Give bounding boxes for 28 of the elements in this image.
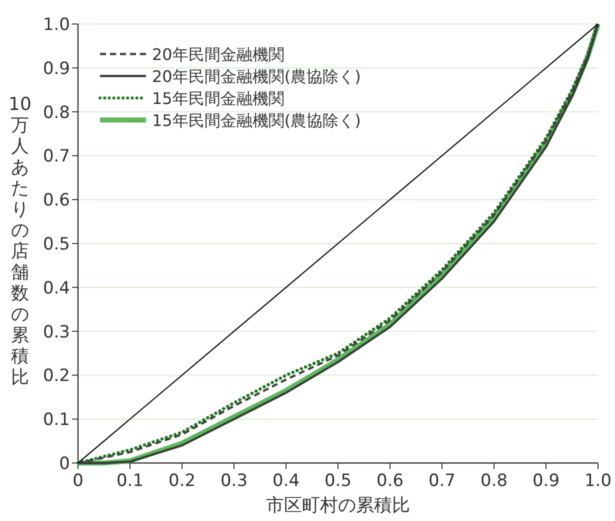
legend-label: 20年民間金融機関 <box>152 45 284 64</box>
y-tick-label: 0.7 <box>42 146 70 167</box>
x-tick-label: 0.9 <box>532 471 560 491</box>
y-tick-label: 1.0 <box>42 15 70 35</box>
legend-label: 15年民間金融機関 <box>152 89 284 108</box>
y-tick-label: 0.1 <box>42 410 70 430</box>
x-tick-label: 0.2 <box>168 471 196 491</box>
y-tick-label: 0.2 <box>42 366 70 386</box>
y-tick-label: 0.3 <box>42 322 70 342</box>
x-tick-label: 0.4 <box>272 471 300 491</box>
y-tick-label: 0.9 <box>42 58 70 79</box>
legend-label: 20年民間金融機関(農協除く) <box>152 67 361 86</box>
x-tick-label: 0.5 <box>324 471 352 491</box>
y-tick-label: 0 <box>59 454 70 474</box>
x-tick-label: 0.8 <box>480 471 508 491</box>
y-tick-label: 0.5 <box>42 234 70 254</box>
y-tick-label: 0.8 <box>42 102 70 123</box>
y-tick-label: 0.4 <box>42 278 70 298</box>
x-tick-label: 1.0 <box>584 471 612 491</box>
x-axis-title: 市区町村の累積比 <box>266 495 410 516</box>
x-tick-label: 0.6 <box>376 471 404 491</box>
legend-label: 15年民間金融機関(農協除く) <box>152 111 361 130</box>
y-tick-label: 0.6 <box>42 190 70 211</box>
text: 10万人あたりの店舗数の累積比 <box>8 94 32 388</box>
x-tick-label: 0.7 <box>428 471 456 491</box>
x-tick-label: 0 <box>72 471 84 491</box>
x-tick-label: 0.1 <box>116 471 144 491</box>
x-tick-label: 0.3 <box>220 471 248 491</box>
